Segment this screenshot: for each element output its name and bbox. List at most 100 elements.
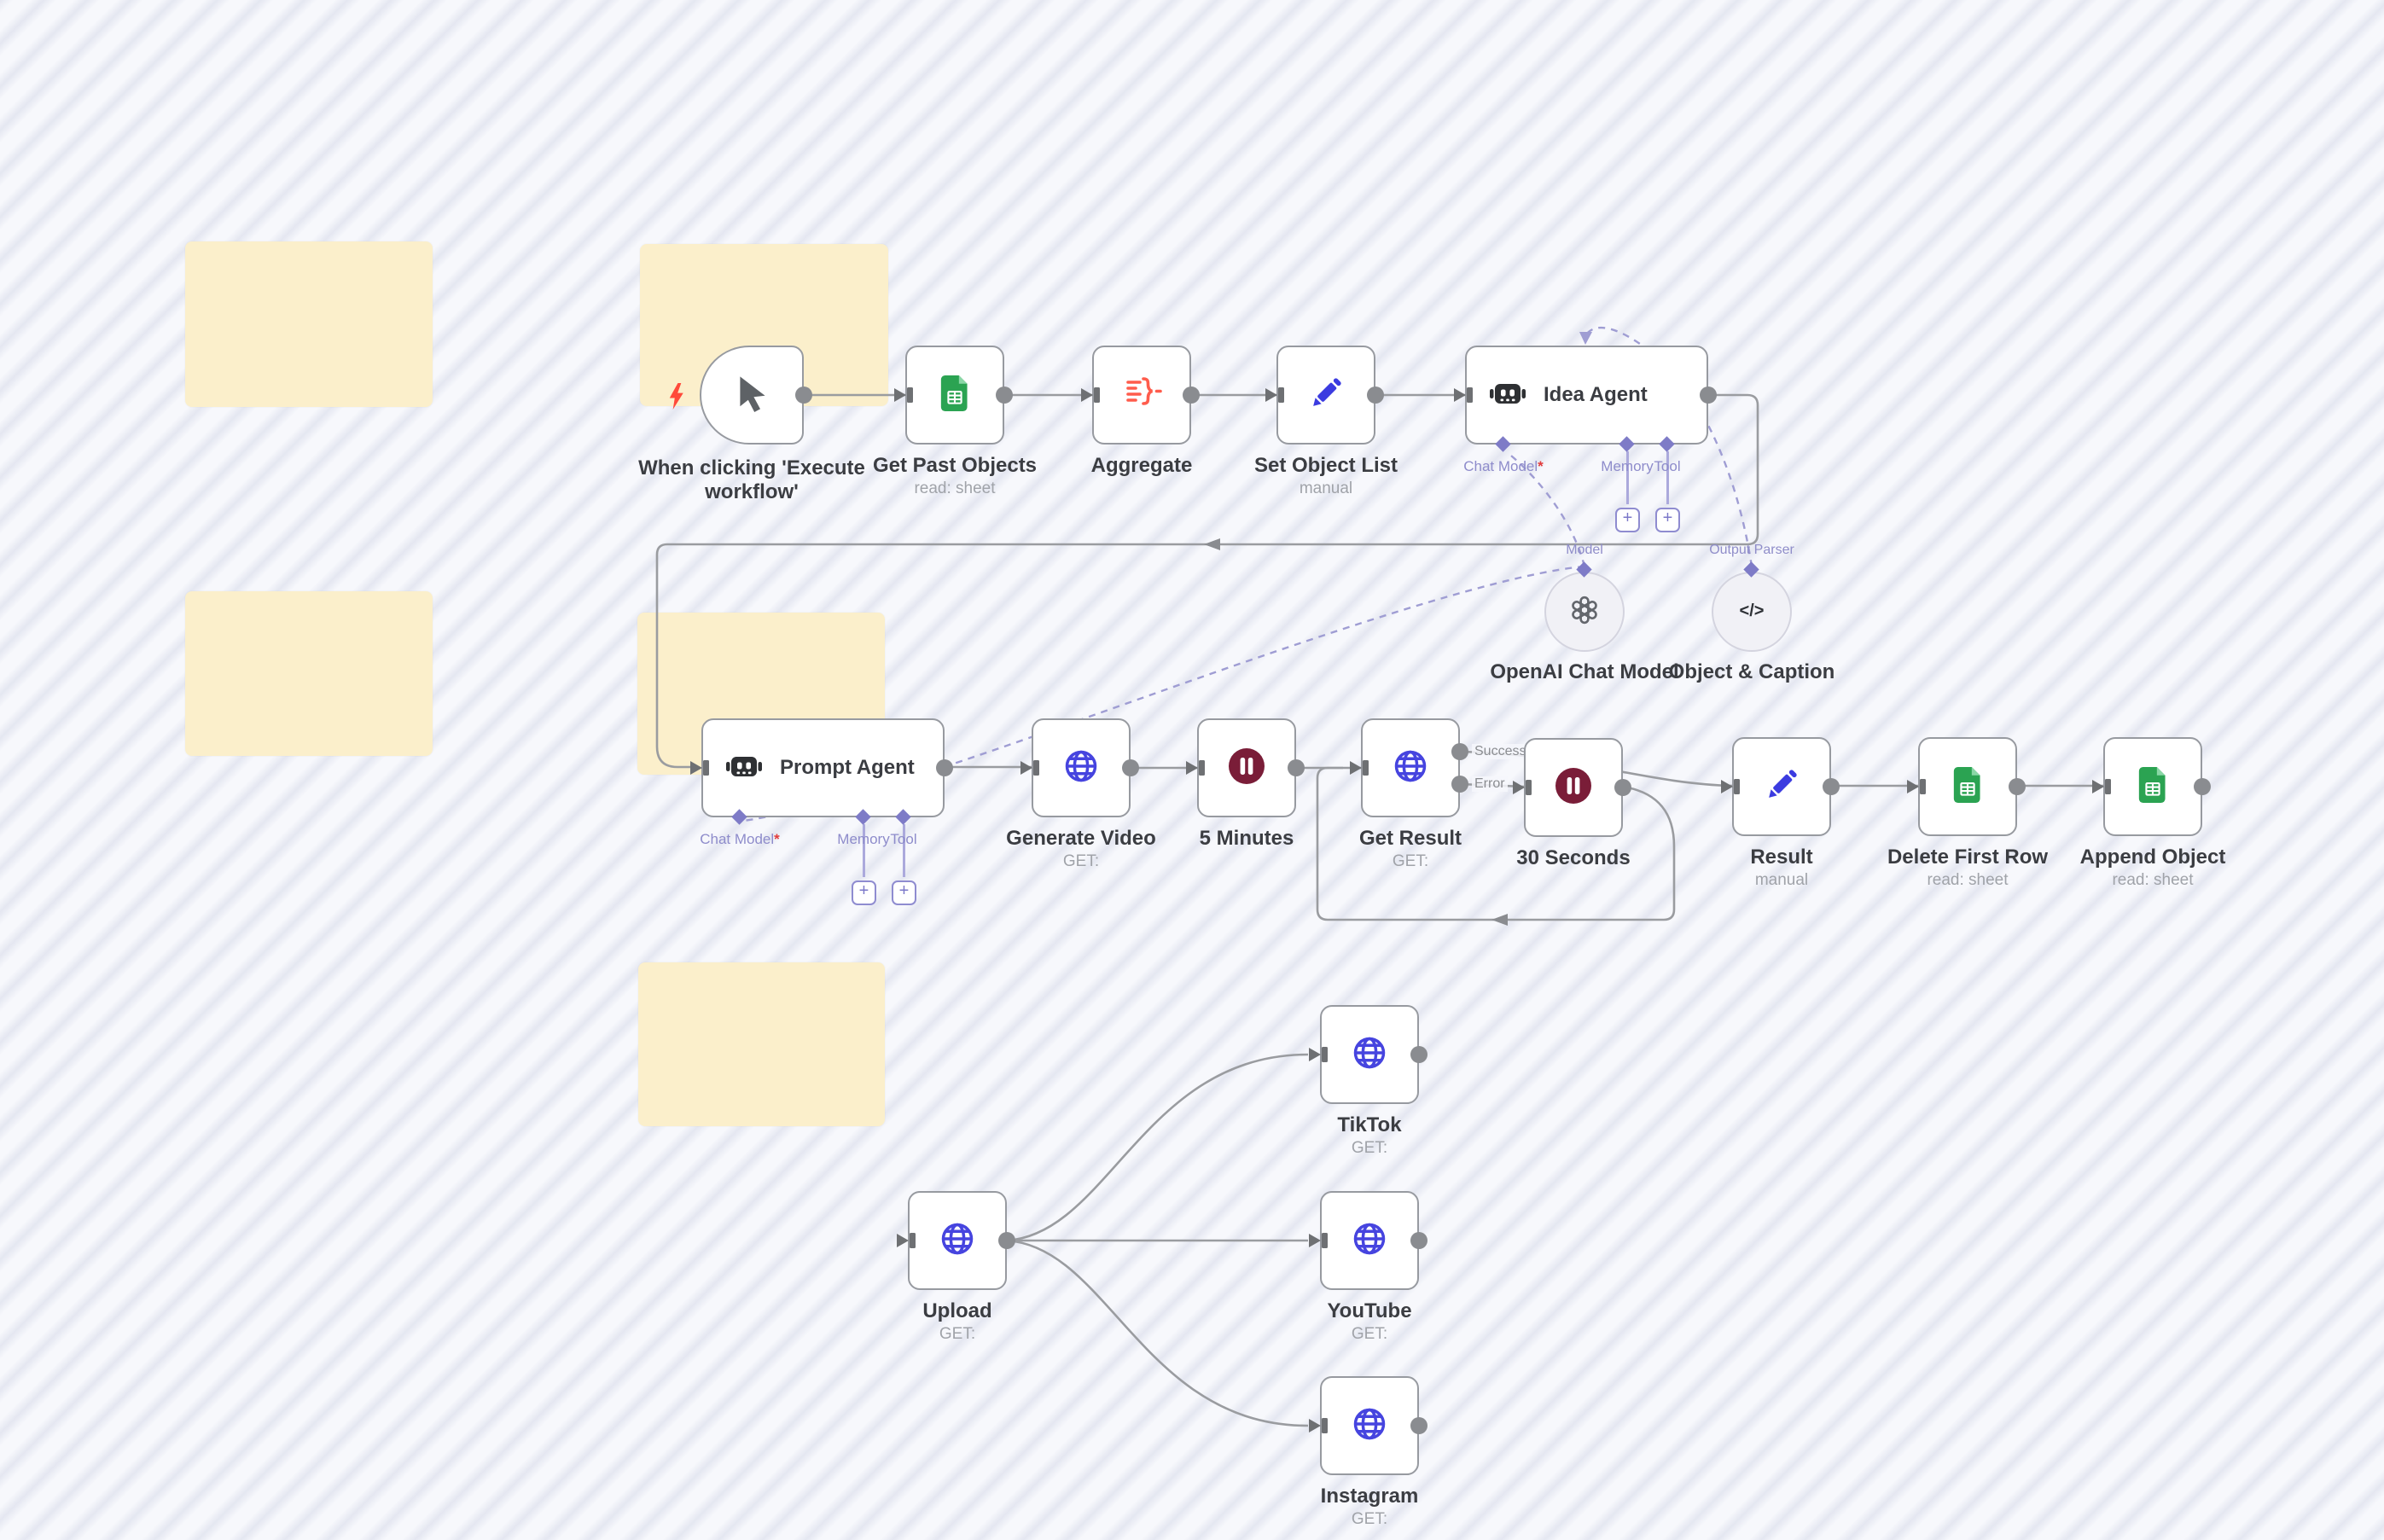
input-connector[interactable]: [1183, 755, 1209, 781]
output-connector[interactable]: [936, 759, 953, 776]
node-get-result[interactable]: Success Error: [1350, 718, 1529, 817]
google-sheets-icon: [937, 375, 973, 416]
ai-connector-label: Model: [1566, 543, 1603, 557]
node-five-minutes[interactable]: [1186, 718, 1305, 817]
node-label-get-past-objects: Get Past Objects: [872, 454, 1038, 477]
execute-bolt-icon: [668, 383, 685, 410]
output-connector[interactable]: [996, 386, 1013, 404]
output-connector[interactable]: [1451, 776, 1468, 793]
node-body-object-caption[interactable]: </>: [1712, 572, 1792, 652]
output-connector[interactable]: [1288, 759, 1305, 776]
input-connector[interactable]: [1718, 774, 1744, 799]
node-label-five-minutes: 5 Minutes: [1199, 827, 1294, 850]
node-body-youtube[interactable]: [1320, 1191, 1419, 1290]
add-memory-button[interactable]: +: [1615, 508, 1640, 532]
node-label-generate-video: Generate Video: [1006, 827, 1156, 850]
node-label-manual-trigger: When clicking 'Execute workflow': [638, 456, 865, 503]
input-connector[interactable]: [894, 1228, 920, 1253]
input-connector[interactable]: [1018, 755, 1044, 781]
node-body-get-result[interactable]: [1361, 718, 1460, 817]
node-youtube[interactable]: [1309, 1191, 1427, 1290]
input-connector[interactable]: [1347, 755, 1373, 781]
input-connector[interactable]: [1451, 382, 1477, 408]
sticky-note-3[interactable]: [185, 591, 433, 756]
sticky-note-1[interactable]: [185, 241, 433, 407]
node-object-caption[interactable]: </> Output Parser: [1709, 543, 1794, 652]
node-body-append-object[interactable]: [2103, 737, 2202, 836]
output-connector[interactable]: [1410, 1232, 1427, 1249]
output-connector[interactable]: [1367, 386, 1384, 404]
sticky-note-5[interactable]: [638, 962, 885, 1126]
output-connector[interactable]: [1614, 779, 1631, 796]
node-delete-first-row[interactable]: [1907, 737, 2026, 836]
output-connector[interactable]: [2194, 778, 2211, 795]
openai-icon: [1567, 592, 1602, 632]
node-body-five-minutes[interactable]: [1197, 718, 1296, 817]
output-connector[interactable]: [2009, 778, 2026, 795]
output-connector[interactable]: [1122, 759, 1139, 776]
node-body-instagram[interactable]: [1320, 1376, 1419, 1475]
input-connector[interactable]: [1904, 774, 1930, 799]
input-connector[interactable]: [2090, 774, 2115, 799]
node-body-upload[interactable]: [908, 1191, 1007, 1290]
node-body-manual-trigger[interactable]: [700, 346, 804, 445]
output-connector[interactable]: [1700, 386, 1717, 404]
node-label-object-caption: Object & Caption: [1668, 660, 1835, 683]
node-subtitle: read: sheet: [914, 479, 996, 497]
node-subtitle: GET:: [1351, 1510, 1388, 1528]
node-body-prompt-agent[interactable]: Prompt Agent: [701, 718, 945, 817]
node-instagram[interactable]: [1309, 1376, 1427, 1475]
google-sheets-icon: [2135, 766, 2171, 807]
add-tool-button[interactable]: +: [1655, 508, 1680, 532]
node-set-object-list[interactable]: [1265, 346, 1384, 445]
node-body-generate-video[interactable]: [1032, 718, 1131, 817]
input-connector[interactable]: [1263, 382, 1288, 408]
input-connector[interactable]: [1306, 1413, 1332, 1438]
output-connector[interactable]: [1823, 778, 1840, 795]
node-append-object[interactable]: [2092, 737, 2211, 836]
add-tool-button[interactable]: +: [892, 880, 916, 905]
node-body-get-past-objects[interactable]: [905, 346, 1004, 445]
globe-icon: [1349, 1403, 1390, 1449]
output-connector[interactable]: [1410, 1046, 1427, 1063]
ai-connector-label: Tool: [890, 831, 917, 847]
node-openai-chat-model[interactable]: Model: [1544, 543, 1625, 652]
node-prompt-agent[interactable]: Prompt Agent Chat Model* Memory + Tool +: [690, 718, 953, 905]
node-body-tiktok[interactable]: [1320, 1005, 1419, 1104]
node-body-delete-first-row[interactable]: [1918, 737, 2017, 836]
globe-icon: [1061, 746, 1102, 791]
node-generate-video[interactable]: [1020, 718, 1139, 817]
output-connector[interactable]: [998, 1232, 1015, 1249]
node-aggregate[interactable]: [1081, 346, 1200, 445]
input-connector[interactable]: [1510, 775, 1536, 800]
add-memory-button[interactable]: +: [852, 880, 876, 905]
node-body-set-object-list[interactable]: [1276, 346, 1375, 445]
node-upload[interactable]: [897, 1191, 1015, 1290]
output-connector[interactable]: [1410, 1417, 1427, 1434]
node-body-openai-chat-model[interactable]: [1544, 572, 1625, 652]
node-body-aggregate[interactable]: [1092, 346, 1191, 445]
input-connector[interactable]: [892, 382, 917, 408]
output-connector[interactable]: [1451, 742, 1468, 760]
node-label-set-object-list: Set Object List: [1253, 454, 1398, 477]
input-connector[interactable]: [688, 755, 713, 781]
output-connector[interactable]: [1183, 386, 1200, 404]
node-body-idea-agent[interactable]: Idea Agent: [1465, 346, 1708, 445]
node-thirty-seconds[interactable]: [1513, 738, 1631, 837]
node-title: Prompt Agent: [780, 756, 915, 779]
node-tiktok[interactable]: [1309, 1005, 1427, 1104]
node-label-youtube: YouTube: [1327, 1299, 1412, 1322]
cursor-icon: [731, 373, 772, 418]
node-manual-trigger[interactable]: [669, 346, 812, 445]
node-idea-agent[interactable]: Idea Agent Chat Model* Memory + Tool +: [1454, 346, 1717, 532]
output-connector[interactable]: [795, 386, 812, 404]
input-connector[interactable]: [1079, 382, 1104, 408]
input-connector[interactable]: [1306, 1228, 1332, 1253]
node-body-result[interactable]: [1732, 737, 1831, 836]
node-result[interactable]: [1721, 737, 1840, 836]
input-connector[interactable]: [1306, 1042, 1332, 1067]
output-label: Success: [1472, 743, 1529, 759]
node-body-thirty-seconds[interactable]: [1524, 738, 1623, 837]
node-get-past-objects[interactable]: [894, 346, 1013, 445]
